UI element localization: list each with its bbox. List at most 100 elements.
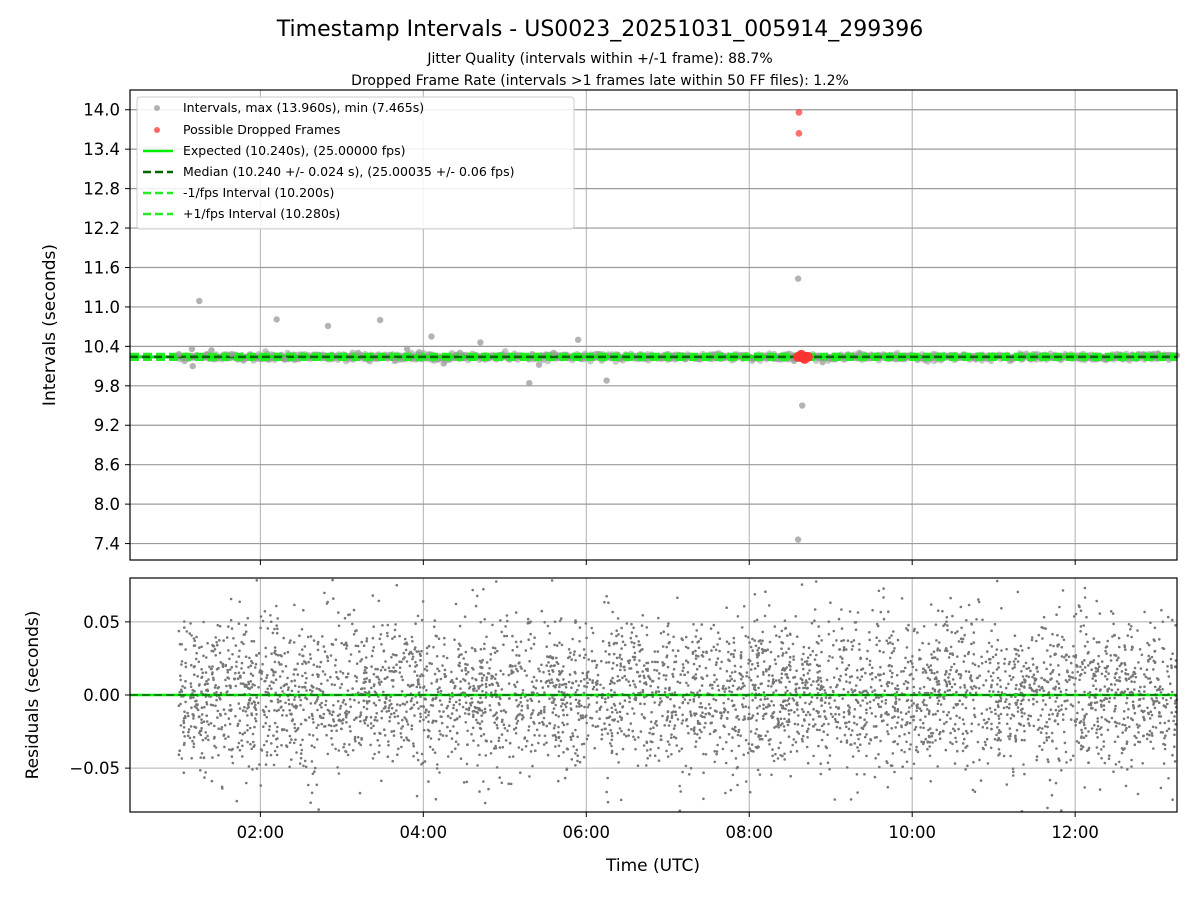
residual-point <box>1058 682 1061 685</box>
residual-point <box>713 674 716 677</box>
residual-point <box>954 723 957 726</box>
residual-point <box>279 675 282 678</box>
residual-point <box>320 683 323 686</box>
residual-point <box>835 639 838 642</box>
residual-point <box>725 606 728 609</box>
residual-point <box>243 706 246 709</box>
residual-point <box>973 631 976 634</box>
residual-point <box>657 747 660 750</box>
residual-point <box>236 800 239 803</box>
residual-point <box>433 626 436 629</box>
residual-point <box>298 634 301 637</box>
residual-point <box>270 754 273 757</box>
residual-point <box>224 679 227 682</box>
residual-point <box>687 732 690 735</box>
residual-point <box>1078 604 1081 607</box>
residual-point <box>1017 699 1020 702</box>
residual-point <box>606 777 609 780</box>
residual-point <box>1105 670 1108 673</box>
residual-point <box>818 635 821 638</box>
residual-point <box>801 681 804 684</box>
residual-point <box>965 670 968 673</box>
residual-point <box>1055 747 1058 750</box>
residual-point <box>935 729 938 732</box>
residual-point <box>425 716 428 719</box>
residual-point <box>495 747 498 750</box>
residual-point <box>771 748 774 751</box>
residual-point <box>767 685 770 688</box>
residual-point <box>1025 662 1028 665</box>
intervals-ytick-label: 7.4 <box>94 535 120 554</box>
residual-point <box>1058 673 1061 676</box>
residual-point <box>372 637 375 640</box>
residual-point <box>1080 736 1083 739</box>
residual-point <box>198 716 201 719</box>
residual-point <box>345 647 348 650</box>
residual-point <box>382 650 385 653</box>
residual-point <box>218 639 221 642</box>
residual-point <box>911 662 914 665</box>
residual-point <box>888 681 891 684</box>
residual-point <box>388 707 391 710</box>
residual-point <box>285 714 288 717</box>
residual-point <box>782 705 785 708</box>
residual-point <box>1021 649 1024 652</box>
residual-point <box>930 664 933 667</box>
residual-point <box>624 699 627 702</box>
residual-point <box>557 726 560 729</box>
residual-point <box>795 669 798 672</box>
residual-point <box>611 677 614 680</box>
residual-point <box>301 648 304 651</box>
residual-point <box>338 749 341 752</box>
residual-point <box>605 661 608 664</box>
residual-point <box>280 706 283 709</box>
residual-point <box>996 668 999 671</box>
residual-point <box>915 710 918 713</box>
residual-point <box>1009 755 1012 758</box>
residual-point <box>610 707 613 710</box>
residual-point <box>757 745 760 748</box>
residual-point <box>771 755 774 758</box>
residual-point <box>900 749 903 752</box>
residual-point <box>195 636 198 639</box>
residual-point <box>738 745 741 748</box>
residual-point <box>193 743 196 746</box>
residual-point <box>436 767 439 770</box>
residual-point <box>711 715 714 718</box>
residual-point <box>486 676 489 679</box>
residual-point <box>178 753 181 756</box>
residual-point <box>494 651 497 654</box>
residual-point <box>930 653 933 656</box>
residual-point <box>346 676 349 679</box>
residual-point <box>928 643 931 646</box>
residual-point <box>670 753 673 756</box>
residual-point <box>1171 798 1174 801</box>
residual-point <box>335 638 338 641</box>
residual-point <box>246 729 249 732</box>
residual-point <box>804 702 807 705</box>
residual-point <box>519 771 522 774</box>
residual-point <box>229 723 232 726</box>
residual-point <box>1060 708 1063 711</box>
residual-point <box>728 690 731 693</box>
residual-point <box>879 666 882 669</box>
residual-point <box>387 744 390 747</box>
residual-point <box>375 676 378 679</box>
residual-point <box>951 615 954 618</box>
residual-point <box>713 750 716 753</box>
residual-point <box>757 665 760 668</box>
residual-point <box>436 763 439 766</box>
residual-point <box>922 701 925 704</box>
residual-point <box>997 691 1000 694</box>
residual-point <box>1103 709 1106 712</box>
residual-point <box>404 638 407 641</box>
residual-point <box>651 680 654 683</box>
residual-point <box>726 670 729 673</box>
residual-point <box>1154 661 1157 664</box>
residual-point <box>1153 700 1156 703</box>
residual-point <box>1149 622 1152 625</box>
residual-point <box>964 746 967 749</box>
residual-point <box>955 691 958 694</box>
residual-point <box>1061 646 1064 649</box>
residual-point <box>808 678 811 681</box>
